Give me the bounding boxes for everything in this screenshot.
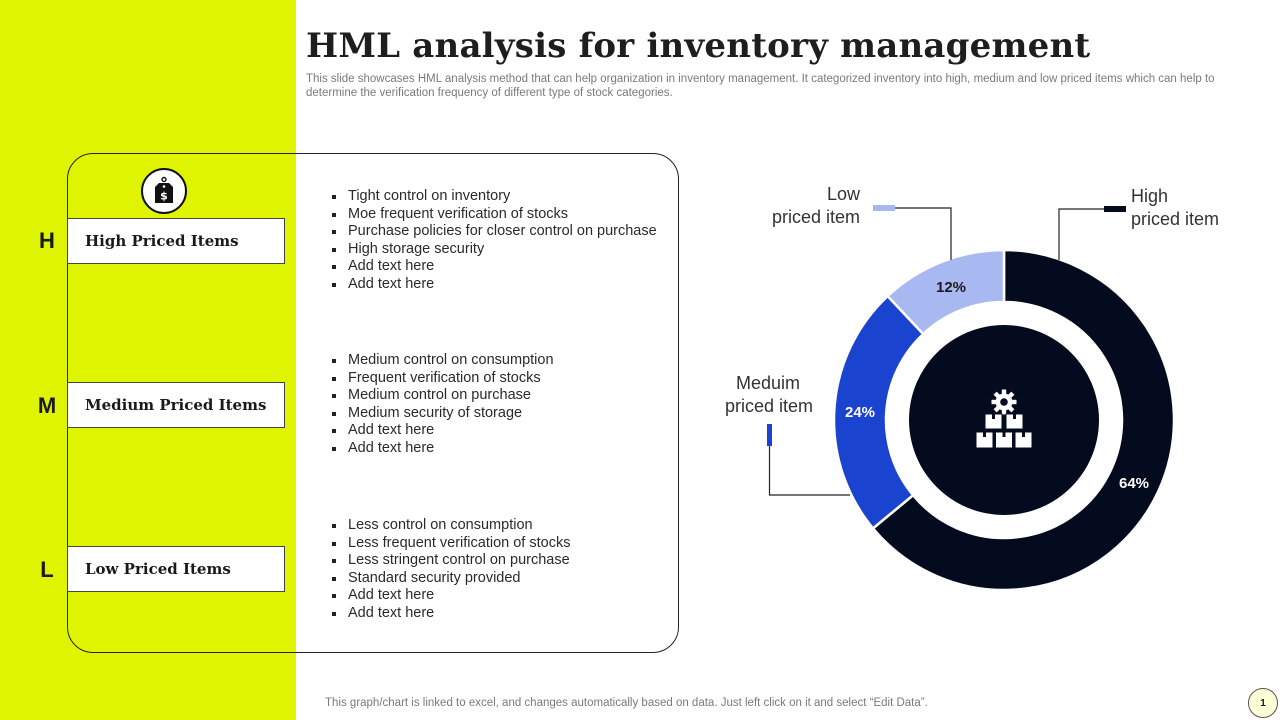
category-letter-m: M: [37, 393, 57, 418]
list-item: Add text here: [330, 587, 570, 605]
legend-low-line1: Low: [827, 184, 861, 204]
footer-note: This graph/chart is linked to excel, and…: [325, 697, 928, 709]
list-item: Add text here: [330, 276, 657, 294]
legend-high-swatch: [1104, 206, 1126, 212]
slide-title: HML analysis for inventory management: [306, 26, 1091, 66]
category-box-high: High Priced Items: [67, 218, 285, 264]
price-tag-badge: $: [141, 168, 187, 214]
legend-low-swatch: [873, 205, 895, 211]
list-item: Less frequent verification of stocks: [330, 535, 570, 553]
legend-high-line1: High: [1131, 186, 1168, 206]
price-tag-icon: $: [155, 176, 173, 203]
page-number: 1: [1248, 688, 1278, 718]
list-item: Moe frequent verification of stocks: [330, 206, 657, 224]
list-item: Medium security of storage: [330, 405, 554, 423]
slice-low: [885, 248, 1006, 336]
legend-high-line2: priced item: [1131, 209, 1219, 229]
slide-subtitle: This slide showcases HML analysis method…: [306, 73, 1215, 99]
medium-bullet-list: Medium control on consumption Frequent v…: [330, 352, 554, 458]
list-item: Less stringent control on purchase: [330, 552, 570, 570]
donut-chart: 64% 24% 12% Low priced item High priced …: [725, 184, 1219, 592]
donut-center: [909, 325, 1099, 515]
list-item: Purchase policies for closer control on …: [330, 223, 657, 241]
accent-band: [0, 0, 296, 720]
slice-label-high: 64%: [1119, 475, 1149, 492]
legend-medium-swatch: [767, 424, 772, 446]
slice-high: [871, 248, 1176, 592]
list-item: Medium control on consumption: [330, 352, 554, 370]
category-letter-l: L: [40, 557, 54, 582]
list-item: Add text here: [330, 440, 554, 458]
gear-boxes-icon: [975, 389, 1033, 449]
legend-medium-leader: [768, 446, 850, 496]
legend-medium-line2: priced item: [725, 396, 813, 416]
list-item: Tight control on inventory: [330, 188, 657, 206]
list-item: Standard security provided: [330, 570, 570, 588]
legend-medium-line1: Meduim: [736, 373, 800, 393]
high-bullet-list: Tight control on inventory Moe frequent …: [330, 188, 657, 294]
list-item: Frequent verification of stocks: [330, 370, 554, 388]
list-item: Add text here: [330, 258, 657, 276]
svg-text:$: $: [160, 190, 168, 203]
legend-high-leader: [1058, 208, 1104, 260]
category-box-medium: Medium Priced Items: [67, 382, 285, 428]
low-bullet-list: Less control on consumption Less frequen…: [330, 517, 570, 623]
legend-low-leader: [895, 207, 952, 260]
slice-label-medium: 24%: [845, 404, 875, 421]
list-item: Less control on consumption: [330, 517, 570, 535]
category-box-low: Low Priced Items: [67, 546, 285, 592]
list-item: Add text here: [330, 422, 554, 440]
slice-label-low: 12%: [936, 279, 966, 296]
list-item: High storage security: [330, 241, 657, 259]
category-letter-h: H: [39, 228, 55, 253]
list-item: Add text here: [330, 605, 570, 623]
legend-low-line2: priced item: [772, 207, 860, 227]
list-item: Medium control on purchase: [330, 387, 554, 405]
